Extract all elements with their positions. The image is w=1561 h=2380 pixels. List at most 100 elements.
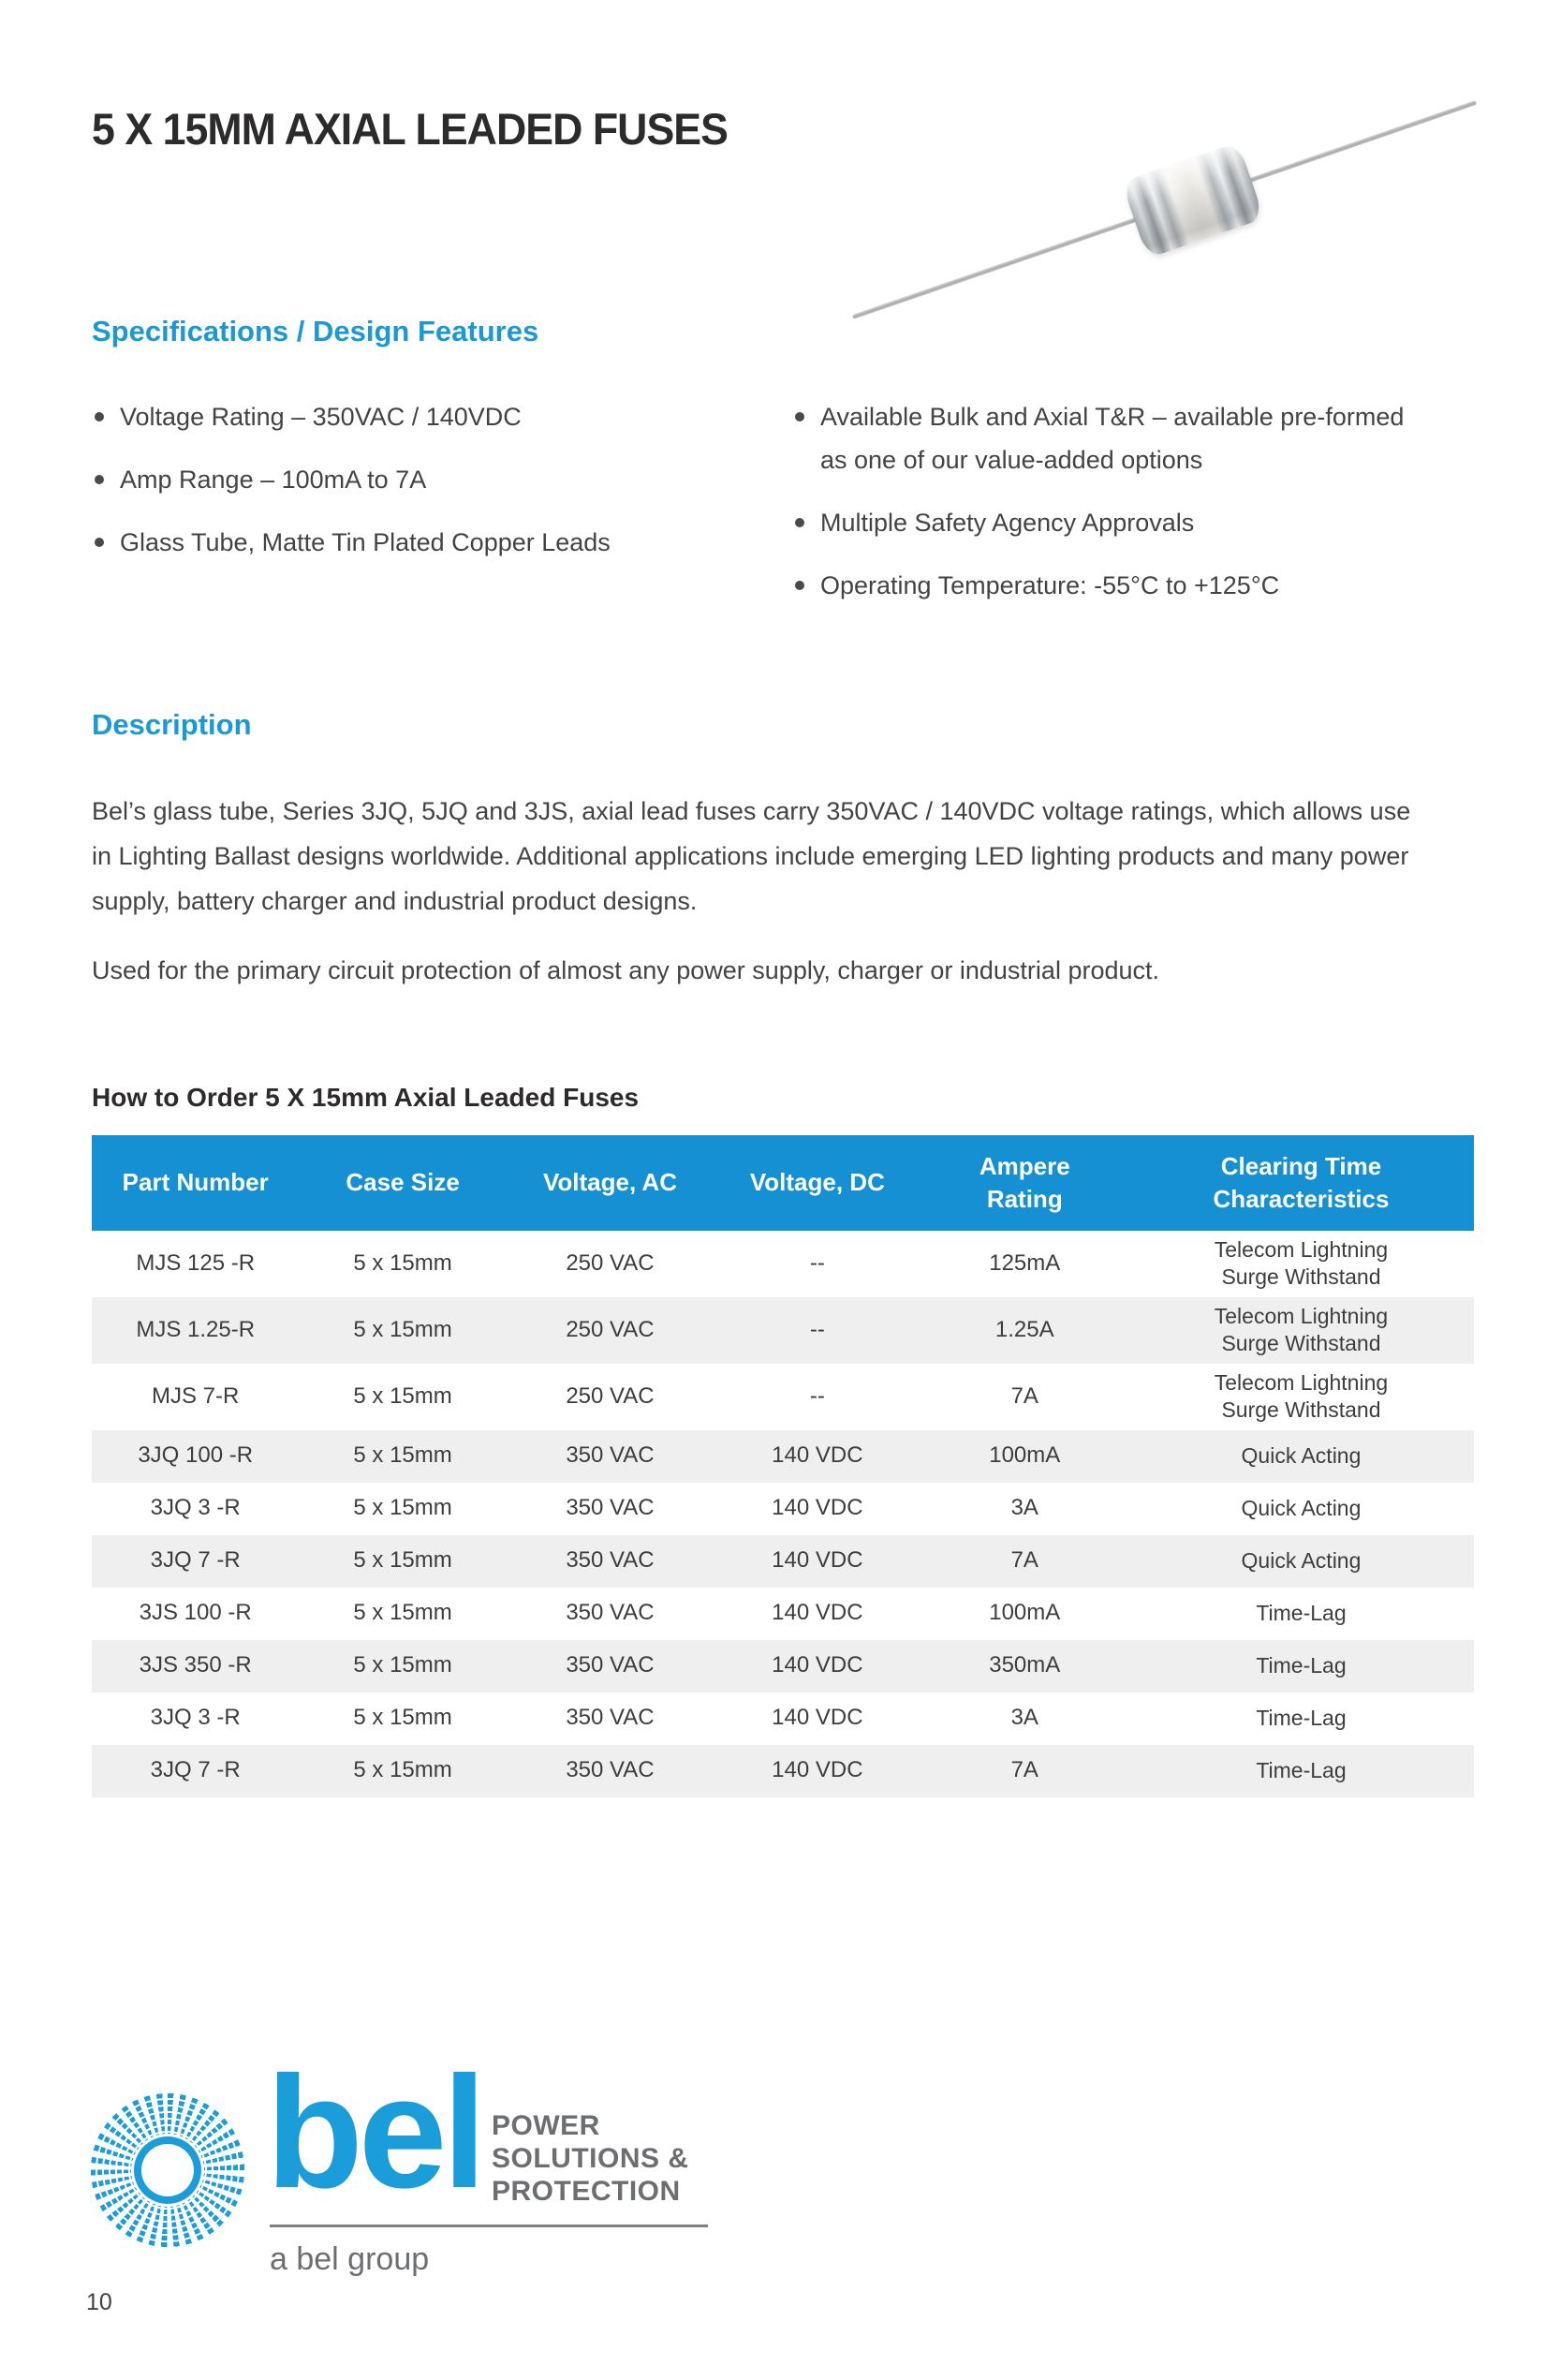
table-cell: 5 x 15mm: [353, 1547, 452, 1574]
how-to-order-section: How to Order 5 X 15mm Axial Leaded Fuses…: [92, 1083, 1474, 1797]
table-cell: 350 VAC: [566, 1600, 655, 1626]
order-table-header: Part Number Case Size Voltage, AC Voltag…: [92, 1135, 1474, 1231]
bel-logotype: bel: [266, 2044, 487, 2222]
specifications-heading: Specifications / Design Features: [92, 315, 539, 347]
table-cell: 140 VDC: [772, 1442, 863, 1469]
table-cell: 250 VAC: [566, 1382, 655, 1409]
column-header-clearing-time: Clearing Time Characteristics: [1127, 1135, 1474, 1231]
description-paragraph: Used for the primary circuit protection …: [92, 956, 1159, 984]
specifications-section: Specifications / Design Features Voltage…: [92, 315, 1440, 627]
column-header-part-number: Part Number: [92, 1135, 300, 1231]
table-cell: 350 VAC: [566, 1547, 655, 1574]
table-cell: Quick Acting: [1241, 1442, 1362, 1468]
description-heading: Description: [92, 708, 252, 741]
table-cell: 350 VAC: [566, 1442, 655, 1469]
fuse-glass-body: [1121, 141, 1265, 259]
table-row: 3JS 350 -R 5 x 15mm 350 VAC 140 VDC 350mA Tim…: [92, 1639, 1474, 1693]
table-cell: 140 VDC: [772, 1652, 863, 1678]
table-row: 3JQ 3 -R 5 x 15mm 350 VAC 140 VDC 3A Time-Lag: [92, 1693, 1474, 1745]
spec-bullet: Glass Tube, Matte Tin Plated Copper Lead…: [92, 521, 747, 564]
spec-bullet: Available Bulk and Axial T&R – available…: [792, 395, 1440, 481]
table-row: MJS 1.25-R 5 x 15mm 250 VAC -- 1.25A Telecom …: [92, 1296, 1474, 1364]
spec-bullet: Voltage Rating – 350VAC / 140VDC: [92, 395, 747, 438]
footer-logo-block: bel POWER SOLUTIONS & PROTECTION a bel g…: [86, 2053, 1023, 2309]
column-header-case-size: Case Size: [299, 1135, 507, 1231]
order-table: Part Number Case Size Voltage, AC Voltag…: [92, 1135, 1474, 1797]
table-row: MJS 125 -R 5 x 15mm 250 VAC -- 125mA Telecom …: [92, 1231, 1474, 1297]
page-number: 10: [86, 2289, 112, 2315]
table-cell: Time-Lag: [1256, 1705, 1347, 1730]
table-cell: 7A: [1010, 1382, 1038, 1409]
table-cell: 140 VDC: [772, 1600, 863, 1626]
table-cell: 5 x 15mm: [353, 1316, 452, 1342]
table-cell: 140 VDC: [772, 1495, 863, 1521]
table-cell: 350 VAC: [566, 1705, 655, 1731]
table-row: 3JS 100 -R 5 x 15mm 350 VAC 140 VDC 100mA Tim…: [92, 1588, 1474, 1640]
table-cell: 350 VAC: [566, 1652, 655, 1678]
table-cell: 5 x 15mm: [353, 1495, 452, 1521]
table-cell: 7A: [1010, 1547, 1038, 1574]
table-cell: 3JQ 7 -R: [150, 1757, 241, 1783]
table-cell: --: [809, 1382, 825, 1409]
table-cell: 5 x 15mm: [353, 1250, 452, 1277]
column-header-ampere-rating: Ampere Rating: [920, 1135, 1128, 1231]
table-cell: Quick Acting: [1241, 1495, 1362, 1520]
spec-bullet: Amp Range – 100mA to 7A: [92, 458, 747, 501]
table-cell: 3JS 100 -R: [139, 1600, 252, 1626]
table-cell: 3JQ 7 -R: [150, 1547, 241, 1574]
table-cell: Time-Lag: [1256, 1600, 1347, 1625]
table-row: 3JQ 7 -R 5 x 15mm 350 VAC 140 VDC 7A Time-Lag: [92, 1744, 1474, 1797]
table-cell: 140 VDC: [772, 1705, 863, 1731]
specs-right-list: Available Bulk and Axial T&R – available…: [792, 395, 1440, 627]
table-row: MJS 7-R 5 x 15mm 250 VAC -- 7A Telecom Lightn…: [92, 1364, 1474, 1430]
table-row: 3JQ 3 -R 5 x 15mm 350 VAC 140 VDC 3A Quick Ac…: [92, 1483, 1474, 1535]
table-cell: 100mA: [989, 1442, 1061, 1469]
column-header-voltage-dc: Voltage, DC: [714, 1135, 921, 1231]
table-cell: 5 x 15mm: [353, 1600, 452, 1626]
order-table-body: MJS 125 -R 5 x 15mm 250 VAC -- 125mA Telecom …: [92, 1231, 1474, 1797]
table-row: 3JQ 100 -R 5 x 15mm 350 VAC 140 VDC 100mA Qui…: [92, 1429, 1474, 1483]
table-row: 3JQ 7 -R 5 x 15mm 350 VAC 140 VDC 7A Quick Ac…: [92, 1534, 1474, 1588]
table-cell: 5 x 15mm: [353, 1382, 452, 1409]
table-cell: MJS 125 -R: [136, 1250, 256, 1277]
table-cell: Time-Lag: [1256, 1652, 1347, 1678]
table-cell: Telecom Lightning Surge Withstand: [1214, 1303, 1389, 1356]
table-cell: 100mA: [989, 1600, 1061, 1626]
table-cell: 350mA: [989, 1652, 1061, 1678]
spec-bullet: Multiple Safety Agency Approvals: [792, 501, 1440, 544]
description-paragraphs: Bel’s glass tube, Series 3JQ, 5JQ and 3J…: [92, 789, 1459, 993]
spec-bullet: Operating Temperature: -55°C to +125°C: [792, 564, 1440, 607]
table-cell: Quick Acting: [1241, 1547, 1362, 1573]
table-cell: 350 VAC: [566, 1495, 655, 1521]
specs-left-list: Voltage Rating – 350VAC / 140VDC Amp Rang…: [92, 395, 747, 627]
specifications-columns: Voltage Rating – 350VAC / 140VDC Amp Rang…: [92, 395, 1440, 627]
table-cell: 140 VDC: [772, 1547, 863, 1574]
table-cell: 3JQ 3 -R: [150, 1705, 241, 1731]
table-cell: 5 x 15mm: [353, 1757, 452, 1783]
table-cell: MJS 1.25-R: [136, 1316, 256, 1342]
table-cell: 125mA: [989, 1250, 1061, 1277]
table-cell: Telecom Lightning Surge Withstand: [1214, 1369, 1389, 1423]
table-cell: 5 x 15mm: [353, 1705, 452, 1731]
description-paragraph: Bel’s glass tube, Series 3JQ, 5JQ and 3J…: [92, 797, 1411, 915]
logo-divider: [270, 2225, 708, 2227]
table-cell: 140 VDC: [772, 1757, 863, 1783]
table-cell: --: [809, 1316, 825, 1342]
table-cell: --: [809, 1250, 825, 1277]
table-cell: 3JQ 100 -R: [138, 1442, 254, 1469]
table-cell: MJS 7-R: [152, 1382, 240, 1409]
column-header-voltage-ac: Voltage, AC: [506, 1135, 714, 1231]
table-cell: 1.25A: [994, 1316, 1054, 1342]
table-cell: 5 x 15mm: [353, 1652, 452, 1678]
table-cell: Telecom Lightning Surge Withstand: [1214, 1237, 1389, 1290]
table-cell: Time-Lag: [1256, 1757, 1347, 1782]
table-cell: 3JQ 3 -R: [150, 1495, 241, 1521]
header-row: Part Number Case Size Voltage, AC Voltag…: [92, 1135, 1474, 1231]
table-cell: 250 VAC: [566, 1316, 655, 1342]
page-title: 5 X 15MM AXIAL LEADED FUSES: [92, 104, 729, 154]
table-cell: 350 VAC: [566, 1757, 655, 1783]
bel-circle-logo-icon: [89, 2092, 246, 2249]
table-cell: 3A: [1010, 1495, 1038, 1521]
table-cell: 3A: [1010, 1705, 1038, 1731]
